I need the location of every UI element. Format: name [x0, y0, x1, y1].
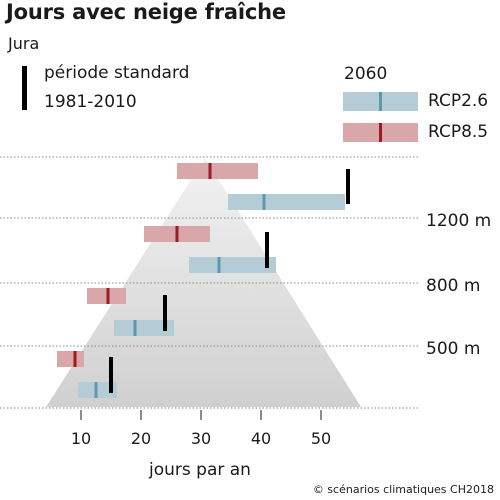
- standard-period-legend-label: période standard: [44, 63, 190, 83]
- bars-layer: [57, 163, 350, 398]
- x-tick-label-4: 50: [311, 429, 331, 448]
- standard-period-mark-2: [163, 295, 167, 331]
- legend-rcp26-swatch: [343, 92, 418, 111]
- rcp85-median-mark-2: [106, 288, 110, 304]
- chart-subtitle: Jura: [8, 34, 40, 53]
- rcp26-median-mark-2: [133, 320, 137, 336]
- elevation-label-1: 800 m: [426, 276, 480, 296]
- rcp85-range-bar-0: [177, 163, 258, 179]
- legend-rcp26-median: [379, 92, 382, 111]
- elevation-label-0: 1200 m: [426, 211, 491, 231]
- standard-period-legend-mark: [22, 66, 27, 110]
- x-tick-label-2: 30: [191, 429, 211, 448]
- rcp85-range-bar-3: [57, 351, 84, 367]
- elevation-labels: 1200 m 800 m 500 m: [426, 211, 491, 359]
- elevation-label-2: 500 m: [426, 339, 480, 359]
- rcp85-median-mark-0: [208, 163, 212, 179]
- legend-rcp85-swatch: [343, 123, 418, 142]
- x-axis: 10 20 30 40 50: [71, 410, 331, 448]
- x-tick-label-1: 20: [131, 429, 151, 448]
- standard-period-mark-3: [109, 357, 113, 393]
- standard-period-mark-0: [346, 169, 350, 204]
- rcp26-range-bar-2: [114, 320, 174, 336]
- rcp85-median-mark-3: [73, 351, 77, 367]
- legend-rcp26-label: RCP2.6: [428, 91, 489, 111]
- chart-title: Jours avec neige fraîche: [6, 0, 286, 24]
- standard-period-mark-1: [265, 232, 269, 268]
- legend-rcp85-median: [379, 123, 382, 142]
- credit-line: © scénarios climatiques CH2018: [312, 483, 494, 496]
- x-tick-label-3: 40: [251, 429, 271, 448]
- rcp26-median-mark-1: [217, 257, 221, 273]
- legend-rcp85-label: RCP8.5: [428, 122, 489, 142]
- x-tick-label-0: 10: [71, 429, 91, 448]
- x-axis-label: jours par an: [148, 460, 251, 480]
- rcp26-median-mark-0: [262, 194, 266, 210]
- rcp26-median-mark-3: [94, 382, 98, 398]
- rcp85-median-mark-1: [175, 226, 179, 242]
- standard-period-legend-years: 1981-2010: [44, 92, 137, 112]
- rcp26-range-bar-1: [189, 257, 276, 273]
- scenario-year-label: 2060: [344, 64, 388, 84]
- rcp26-range-bar-0: [228, 194, 345, 210]
- gridlines: [0, 156, 420, 409]
